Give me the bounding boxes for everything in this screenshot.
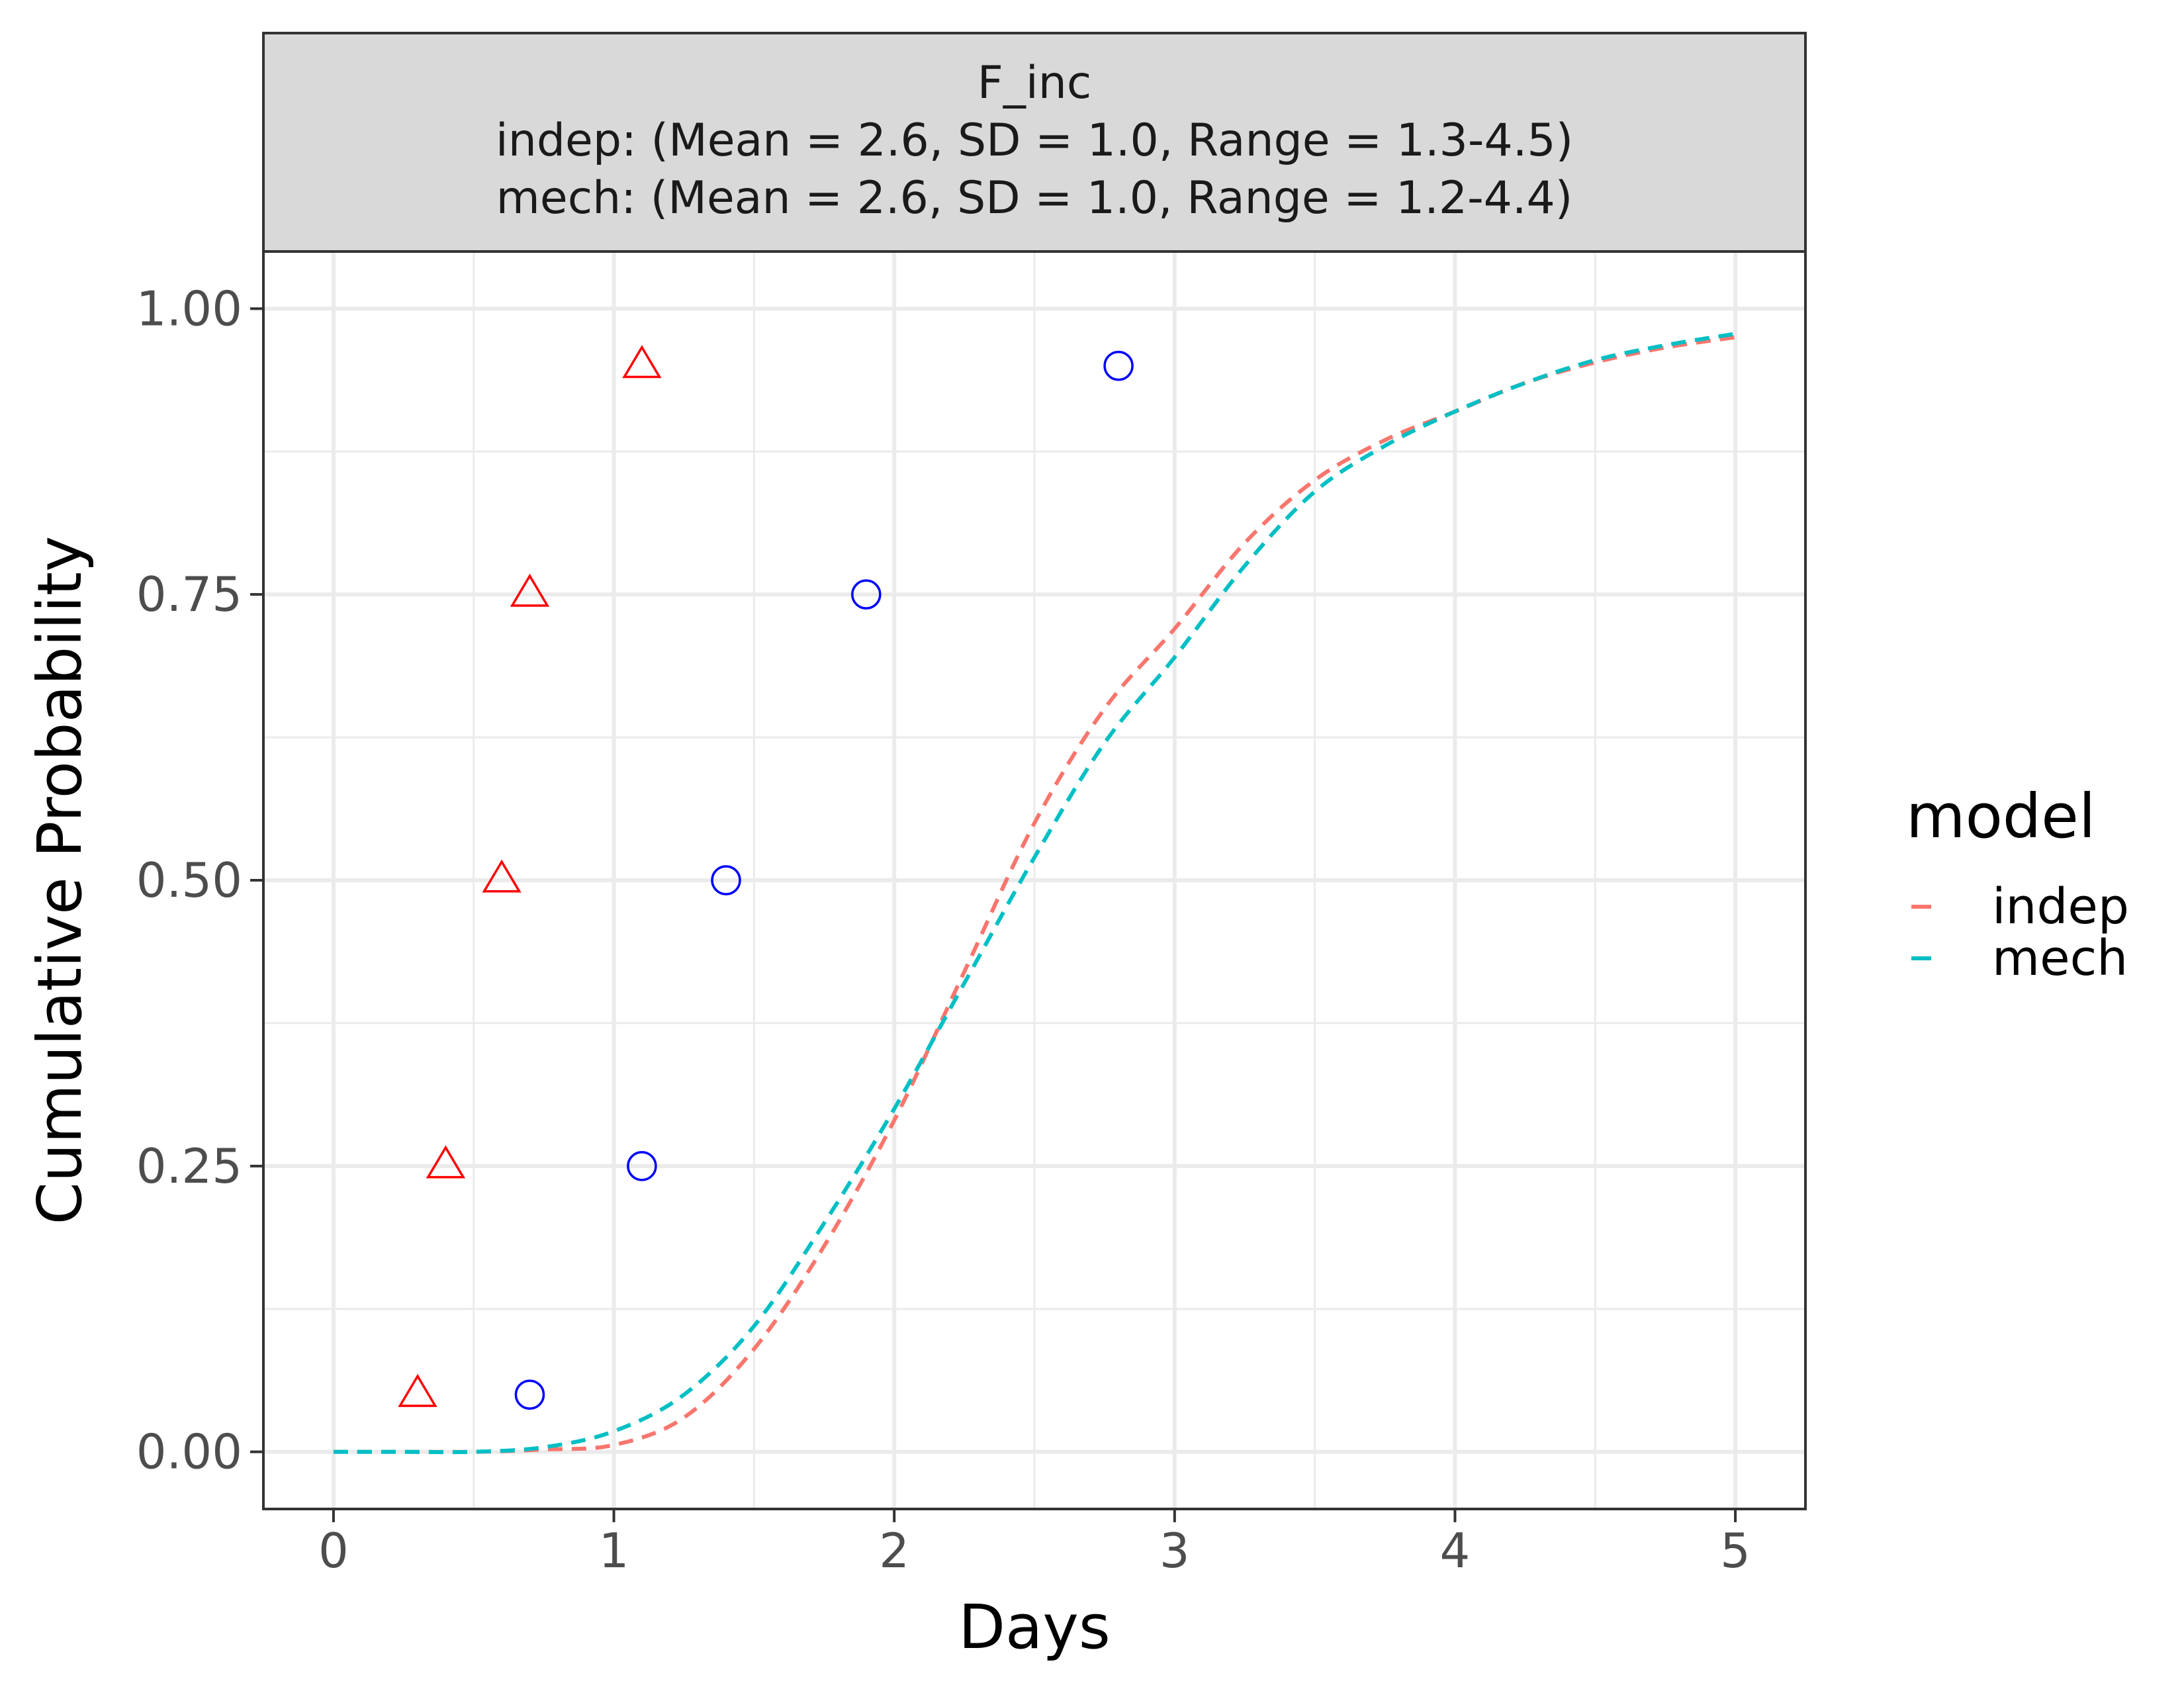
point-circle (1103, 350, 1134, 381)
y-tick-label: 0.25 (136, 1138, 242, 1194)
facet-strip-background (262, 32, 1807, 253)
point-triangle (622, 345, 662, 379)
point-triangle (426, 1145, 466, 1179)
x-tick-label: 0 (318, 1523, 349, 1578)
legend-entry-indep: indep (1911, 878, 2129, 935)
x-tick-label: 2 (879, 1523, 909, 1578)
grid-major (263, 251, 1805, 1509)
series-line-mech (333, 332, 1736, 1455)
point-triangle (398, 1373, 437, 1407)
x-axis-label: Days (958, 1592, 1111, 1663)
point-circle (711, 865, 741, 895)
y-tick-label: 0.75 (136, 567, 242, 622)
x-tick-label: 3 (1160, 1523, 1190, 1578)
point-circle (627, 1151, 657, 1181)
y-axis-label: Cumulative Probability (24, 536, 95, 1225)
y-tick-label: 0.50 (136, 852, 242, 908)
legend-entry-mech: mech (1911, 930, 2128, 987)
legend-label-indep: indep (1992, 878, 2129, 935)
point-circle (851, 579, 882, 610)
legend-title: model (1906, 781, 2095, 852)
legend: model indep mech (1906, 781, 2129, 987)
y-tick-label: 0.00 (136, 1424, 242, 1480)
y-tick-label: 1.00 (136, 281, 242, 336)
series-layer (333, 332, 1736, 1455)
point-triangle (510, 573, 550, 607)
point-triangle (482, 859, 522, 893)
y-axis: 0.00 0.25 0.50 0.75 1.00 (136, 281, 263, 1480)
x-tick-label: 4 (1440, 1523, 1471, 1578)
x-axis: 0 1 2 3 4 5 (318, 1509, 1751, 1578)
x-tick-label: 5 (1720, 1523, 1751, 1578)
facet-title-line-3: mech: (Mean = 2.6, SD = 1.0, Range = 1.2… (496, 172, 1573, 224)
point-circle (514, 1379, 545, 1410)
facet-title-line-1: F_inc (978, 57, 1092, 109)
facet-strip: F_inc indep: (Mean = 2.6, SD = 1.0, Rang… (262, 32, 1807, 253)
x-tick-label: 1 (599, 1523, 629, 1578)
points-layer (398, 345, 1134, 1410)
legend-label-mech: mech (1992, 930, 2128, 987)
facet-title-line-2: indep: (Mean = 2.6, SD = 1.0, Range = 1.… (496, 114, 1573, 167)
